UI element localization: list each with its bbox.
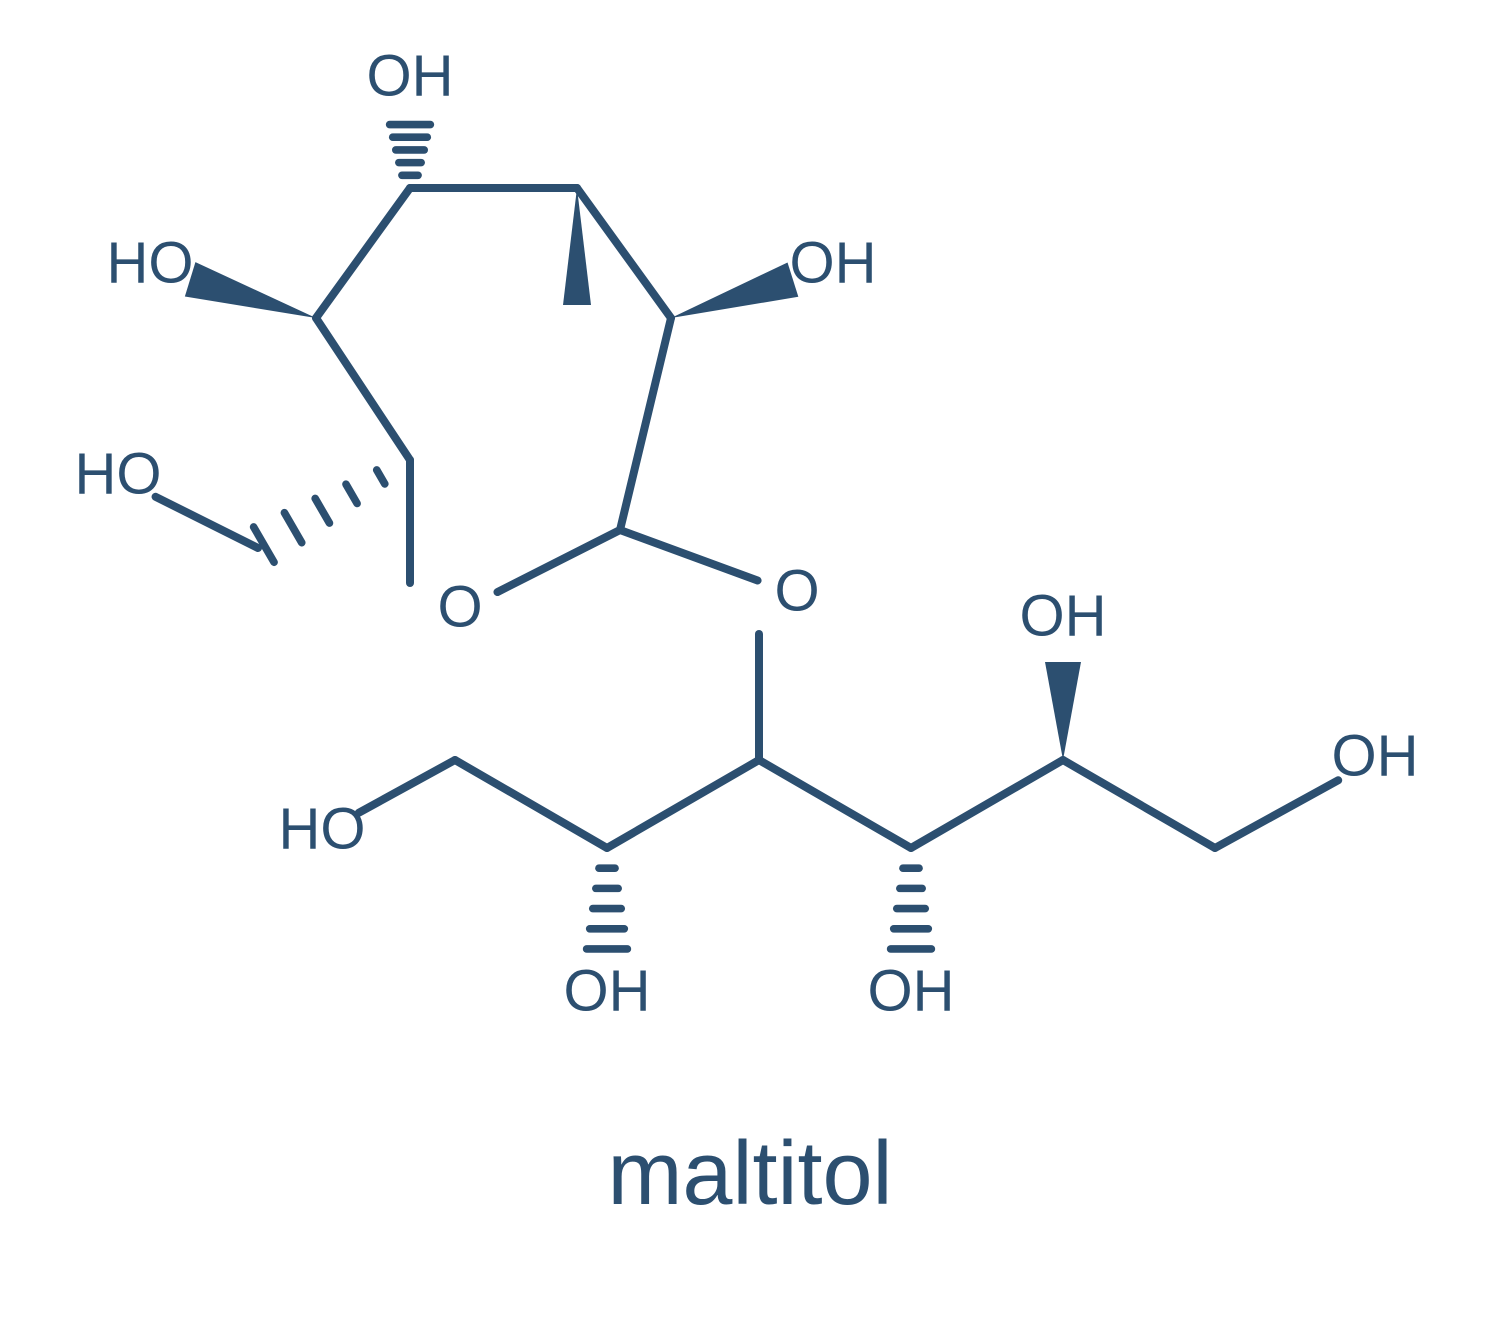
atom-label: HO [75, 441, 162, 506]
chemical-figure: O O HO HO OH OH HO OH OH OH OH maltitol [0, 0, 1500, 1323]
atom-label: O [774, 558, 819, 623]
atom-label: OH [1332, 723, 1419, 788]
atom-label: HO [279, 796, 366, 861]
molecule-svg: O O HO HO OH OH HO OH OH OH OH maltitol [0, 0, 1500, 1323]
compound-name: maltitol [607, 1124, 892, 1224]
atom-label: OH [1020, 583, 1107, 648]
atom-label: OH [868, 958, 955, 1023]
atom-label: OH [367, 43, 454, 108]
atom-label: HO [107, 230, 194, 295]
atom-label: OH [564, 958, 651, 1023]
atom-label: O [437, 574, 482, 639]
atom-label: OH [790, 230, 877, 295]
